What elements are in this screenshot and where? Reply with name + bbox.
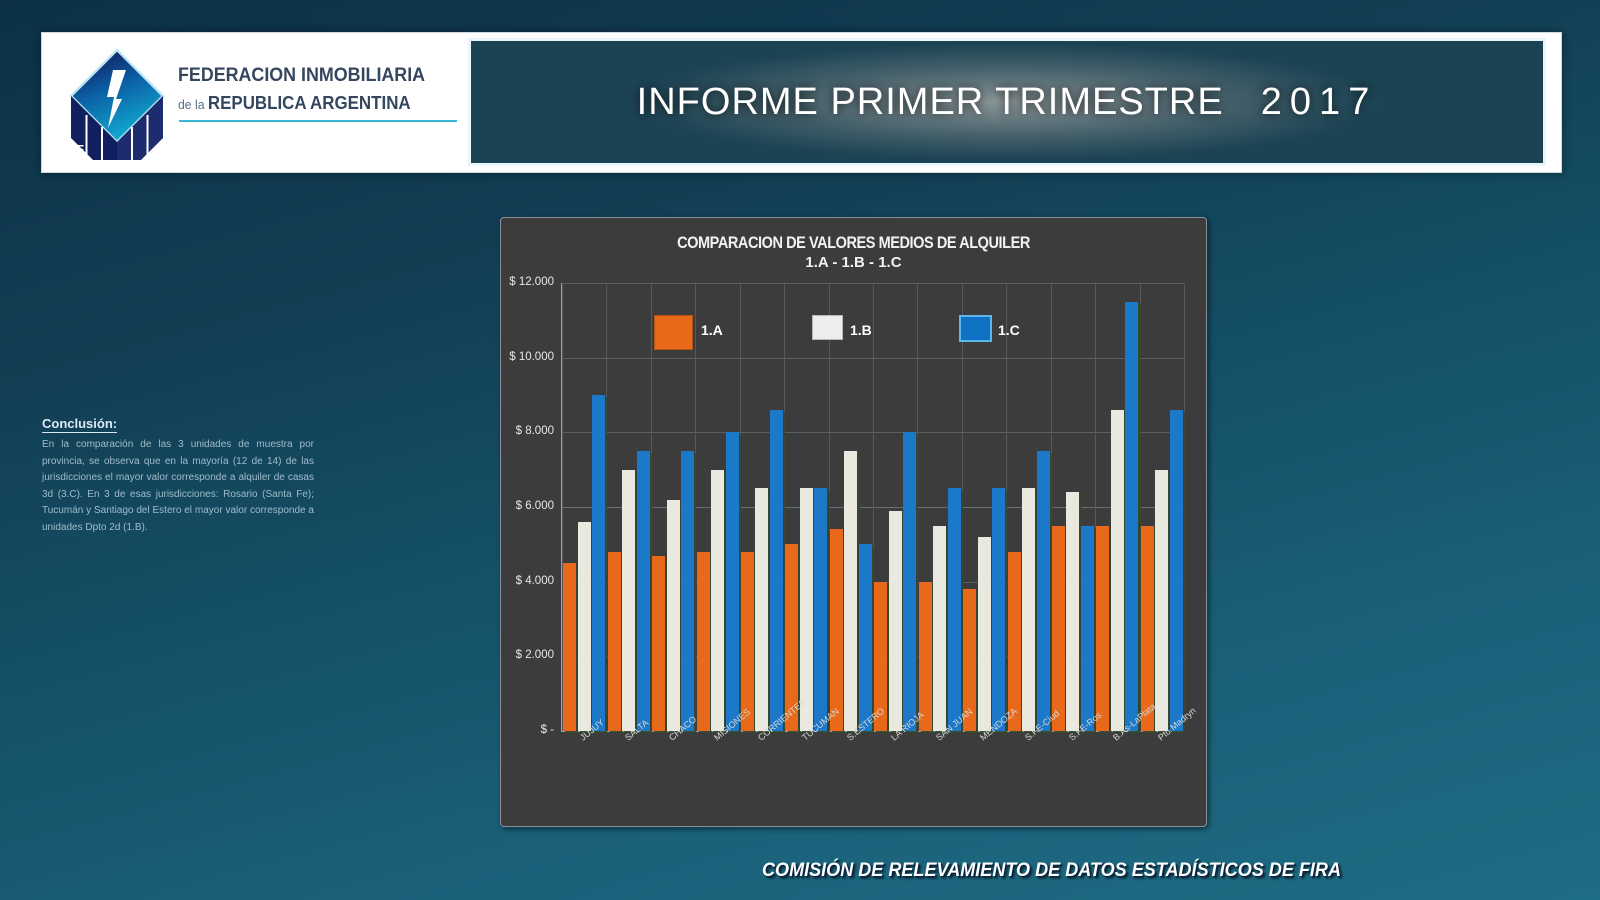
svg-text:I: I	[93, 157, 97, 160]
svg-text:F: F	[76, 142, 84, 157]
svg-text:A: A	[136, 157, 146, 160]
